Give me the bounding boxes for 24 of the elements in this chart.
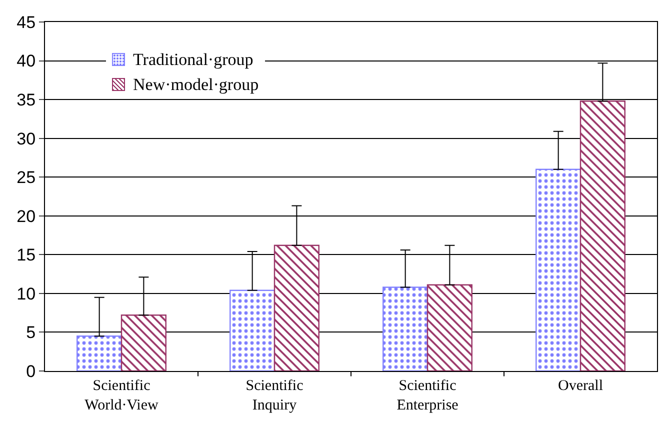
y-tick-label: 10	[16, 284, 36, 304]
y-tick-label: 40	[16, 52, 36, 71]
x-tick-label: Scientific Inquiry	[246, 378, 304, 414]
x-tick-label: Scientific Enterprise	[396, 378, 459, 414]
bar	[230, 290, 276, 371]
bar	[274, 244, 320, 371]
bar	[426, 284, 472, 371]
bar	[382, 286, 428, 371]
x-tick-label: Scientific World·View	[84, 378, 159, 414]
legend-label: New·model·group	[133, 74, 259, 96]
y-tick-label: 5	[26, 323, 36, 342]
y-tick-label: 35	[16, 90, 36, 110]
y-tick-label: 20	[16, 206, 36, 226]
bar	[580, 100, 626, 371]
y-tick-label: 30	[16, 129, 36, 148]
y-tick-label: 0	[26, 362, 36, 381]
y-tick-label: 45	[16, 12, 36, 32]
x-tick-label: Overall	[558, 378, 603, 394]
bar	[536, 168, 582, 371]
bar	[76, 336, 122, 371]
bar	[120, 314, 166, 371]
legend-label: Traditional·group	[133, 49, 254, 71]
y-tick-label: 25	[16, 168, 36, 188]
y-tick-label: 15	[16, 246, 36, 265]
